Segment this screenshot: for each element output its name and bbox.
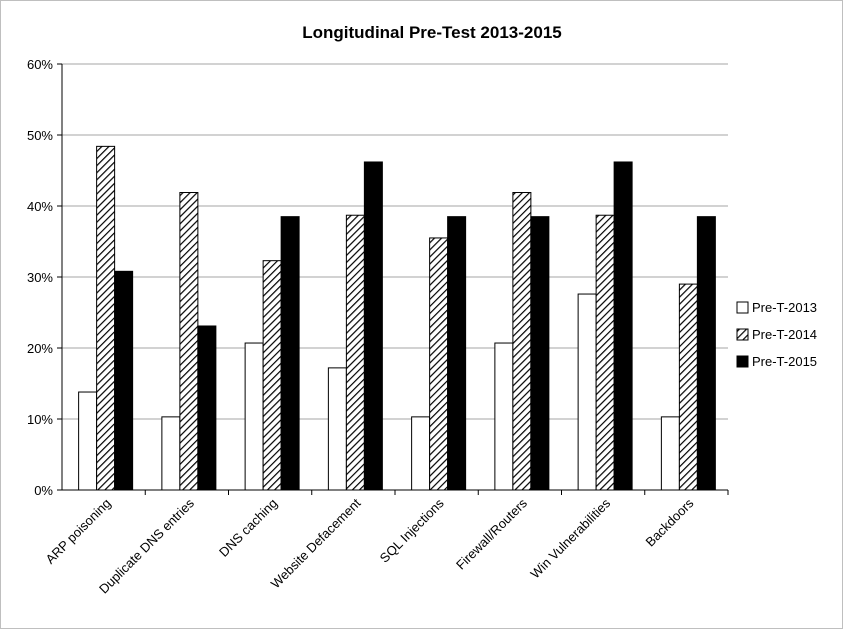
bar-pre-t-2013 xyxy=(244,342,264,491)
bar-pre-t-2013 xyxy=(494,342,514,491)
bar-pre-t-2013 xyxy=(577,293,597,491)
bar-pre-t-2013 xyxy=(78,391,98,491)
y-tick-label: 60% xyxy=(27,57,53,72)
legend-swatch-pre-t-2015 xyxy=(736,355,749,368)
bar-pre-t-2014 xyxy=(345,214,365,491)
bar-pre-t-2015 xyxy=(696,216,716,491)
bar-pre-t-2015 xyxy=(197,325,217,491)
bar-pre-t-2014 xyxy=(429,237,449,491)
y-tick-label: 30% xyxy=(27,270,53,285)
bar-pre-t-2015 xyxy=(447,216,467,491)
legend-swatch-pre-t-2014 xyxy=(736,328,749,341)
bar-pre-t-2014 xyxy=(262,260,282,491)
legend-label: Pre-T-2014 xyxy=(752,327,817,342)
bar-pre-t-2015 xyxy=(114,270,134,491)
chart-title: Longitudinal Pre-Test 2013-2015 xyxy=(302,23,561,42)
y-tick-label: 10% xyxy=(27,412,53,427)
bar-pre-t-2014 xyxy=(96,145,116,491)
bar-pre-t-2015 xyxy=(613,161,633,491)
bar-pre-t-2014 xyxy=(512,192,532,491)
y-tick-label: 0% xyxy=(34,483,53,498)
legend-label: Pre-T-2013 xyxy=(752,300,817,315)
y-tick-label: 50% xyxy=(27,128,53,143)
bar-pre-t-2013 xyxy=(660,416,680,491)
bar-pre-t-2014 xyxy=(678,283,698,491)
bar-pre-t-2013 xyxy=(161,416,181,491)
y-tick-label: 40% xyxy=(27,199,53,214)
legend-label: Pre-T-2015 xyxy=(752,354,817,369)
bar-pre-t-2015 xyxy=(280,216,300,491)
legend-swatch-pre-t-2013 xyxy=(736,301,749,314)
bar-pre-t-2013 xyxy=(411,416,431,491)
bar-pre-t-2015 xyxy=(530,216,550,491)
bar-pre-t-2014 xyxy=(179,192,199,491)
bar-pre-t-2015 xyxy=(363,161,383,491)
y-tick-label: 20% xyxy=(27,341,53,356)
bar-pre-t-2013 xyxy=(327,367,347,491)
bar-pre-t-2014 xyxy=(595,214,615,491)
